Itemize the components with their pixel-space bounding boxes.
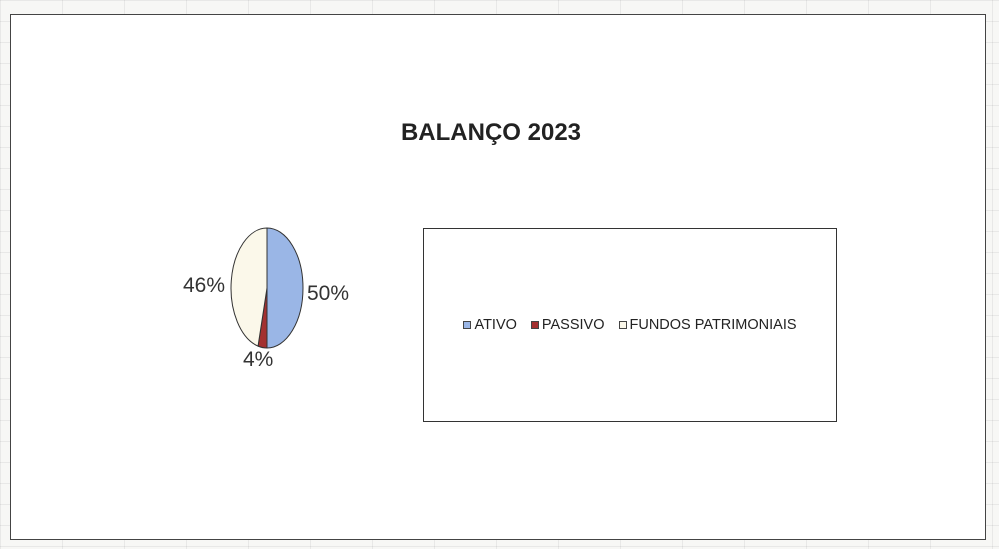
legend-swatch-fundos xyxy=(618,321,627,329)
legend-swatch-ativo xyxy=(463,321,472,329)
pie-slice-ativo xyxy=(266,227,304,349)
legend-item-passivo: PASSIVO xyxy=(530,317,605,333)
chart-title: BALANÇO 2023 xyxy=(400,119,582,146)
pie-slice-fundos xyxy=(230,227,268,347)
legend-label-ativo: ATIVO xyxy=(474,317,517,333)
data-label-fundos: 46% xyxy=(183,274,226,297)
legend-item-ativo: ATIVO xyxy=(463,317,517,333)
chart-area[interactable]: BALANÇO 2023 50% 4% 46% ATIVO PASSIVO FU… xyxy=(10,14,986,540)
data-label-ativo: 50% xyxy=(307,282,350,305)
legend-swatch-passivo xyxy=(530,321,539,329)
pie-chart xyxy=(230,227,304,349)
chart-legend: ATIVO PASSIVO FUNDOS PATRIMONIAIS xyxy=(423,228,837,422)
data-label-passivo: 4% xyxy=(243,348,274,371)
legend-label-passivo: PASSIVO xyxy=(541,317,605,333)
legend-label-fundos: FUNDOS PATRIMONIAIS xyxy=(629,317,797,333)
legend-item-fundos: FUNDOS PATRIMONIAIS xyxy=(618,317,797,333)
